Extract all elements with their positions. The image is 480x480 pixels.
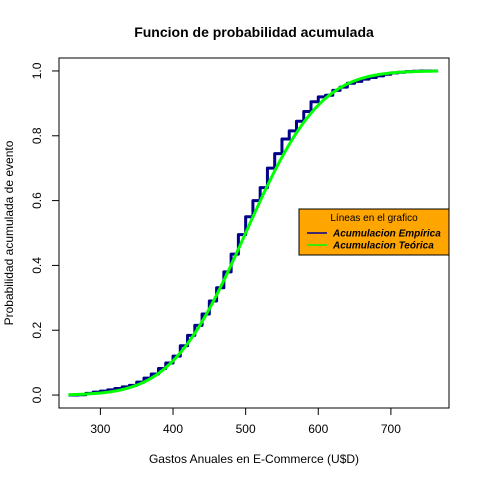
y-axis: 0.0 0.2 0.4 0.6 0.8 1.0 (30, 62, 60, 403)
legend: Líneas en el grafico Acumulacion Empíric… (298, 208, 450, 256)
legend-box (298, 208, 450, 256)
y-axis-label: Probabilidad acumulada de evento (2, 140, 16, 325)
chart-title: Funcion de probabilidad acumulada (134, 24, 374, 40)
series-line-theoretical (68, 69, 439, 397)
series-line-empirical (68, 69, 439, 397)
x-tick-label: 500 (236, 422, 256, 436)
x-tick-label: 600 (308, 422, 328, 436)
y-tick-label: 0.8 (30, 127, 44, 144)
y-tick-label: 1.0 (30, 62, 44, 79)
x-tick-label: 400 (163, 422, 183, 436)
x-tick-label: 700 (381, 422, 401, 436)
y-tick-label: 0.4 (30, 257, 44, 274)
y-tick-label: 0.0 (30, 386, 44, 403)
x-axis: 300 400 500 600 700 (90, 407, 401, 436)
series-layer (68, 69, 439, 397)
legend-entry-theoretical: Acumulacion Teórica (332, 241, 434, 252)
y-tick-label: 0.2 (30, 322, 44, 339)
legend-title: Líneas en el grafico (330, 213, 418, 224)
y-tick-label: 0.6 (30, 192, 44, 209)
x-axis-label: Gastos Anuales en E-Commerce (U$D) (149, 452, 359, 466)
legend-entry-empirical: Acumulacion Empírica (332, 229, 441, 240)
x-tick-label: 300 (90, 422, 110, 436)
